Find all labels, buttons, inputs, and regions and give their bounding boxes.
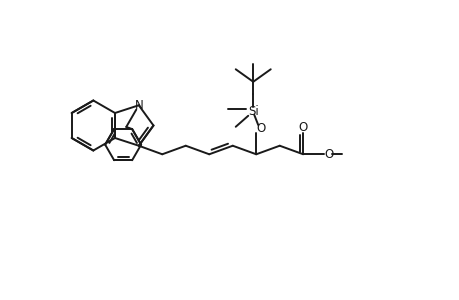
Text: Si: Si	[247, 105, 258, 118]
Text: N: N	[134, 99, 143, 112]
Text: O: O	[324, 148, 333, 161]
Text: O: O	[298, 121, 307, 134]
Text: O: O	[256, 122, 265, 134]
